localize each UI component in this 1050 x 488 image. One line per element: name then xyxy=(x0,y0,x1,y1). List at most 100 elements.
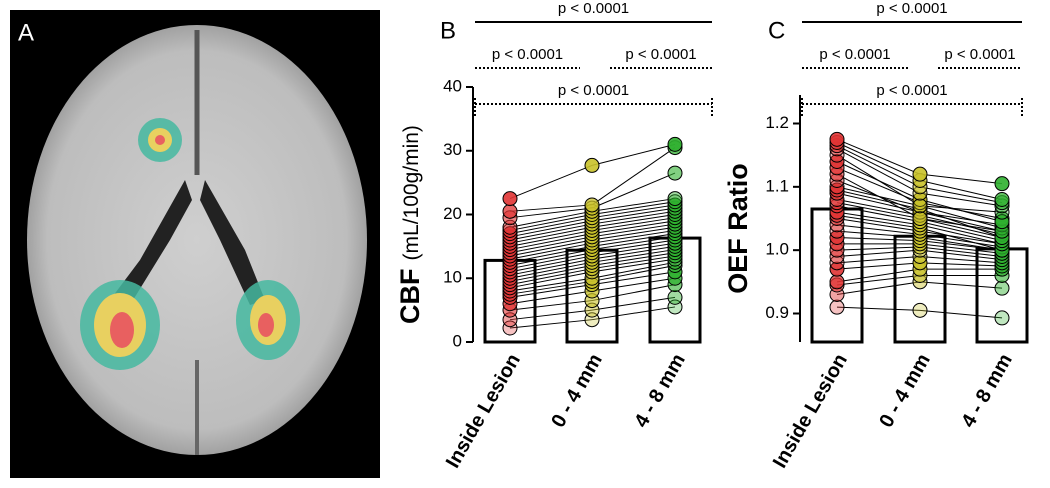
pair-line xyxy=(591,217,676,231)
mri-panel: A xyxy=(10,10,380,478)
pair-line xyxy=(919,249,1003,261)
significance-label: p < 0.0001 xyxy=(492,46,563,63)
pair-line xyxy=(591,201,676,215)
pair-line xyxy=(591,210,676,225)
significance-label: p < 0.0001 xyxy=(944,46,1015,63)
significance-label: p < 0.0001 xyxy=(558,82,629,99)
pair-line xyxy=(509,258,593,276)
pair-line xyxy=(836,138,921,175)
pair-line xyxy=(591,229,676,244)
pair-line xyxy=(591,271,676,286)
significance-label: p < 0.0001 xyxy=(876,0,947,17)
pair-line xyxy=(591,198,676,212)
data-point xyxy=(912,198,928,214)
pair-line xyxy=(836,224,921,235)
pair-line xyxy=(836,199,921,216)
significance-label: p < 0.0001 xyxy=(558,0,629,17)
pair-line xyxy=(591,143,676,166)
pair-line xyxy=(509,284,593,298)
pair-line xyxy=(919,309,1003,319)
data-point xyxy=(912,302,928,318)
lesion xyxy=(155,135,165,145)
pair-line xyxy=(591,236,676,251)
pair-line xyxy=(919,186,1003,204)
data-point xyxy=(667,289,683,305)
data-point xyxy=(502,226,518,242)
pair-line xyxy=(919,221,1003,242)
pair-line xyxy=(836,275,921,286)
pair-line xyxy=(836,154,921,207)
pair-line xyxy=(509,309,593,321)
pair-line xyxy=(509,214,593,231)
y-axis-label: CBF (mL/100g/min) xyxy=(395,125,425,324)
y-tick-label: 10 xyxy=(443,268,462,287)
pair-line xyxy=(509,255,593,273)
lesion xyxy=(258,313,274,337)
significance-label: p < 0.0001 xyxy=(876,82,947,99)
pair-line xyxy=(919,224,1003,245)
data-point xyxy=(584,157,600,173)
pair-line xyxy=(509,300,593,311)
pair-line xyxy=(509,204,593,212)
pair-line xyxy=(509,245,593,263)
panel-label: B xyxy=(440,17,456,44)
pair-line xyxy=(509,239,593,257)
pair-line xyxy=(591,255,676,270)
pair-line xyxy=(836,173,921,219)
pair-line xyxy=(509,271,593,289)
panel-label: C xyxy=(768,17,785,44)
pair-line xyxy=(591,207,676,222)
x-tick-label: 0 - 4 mm xyxy=(547,350,607,431)
pair-line xyxy=(836,237,921,242)
y-axis-label: OEF Ratio xyxy=(723,163,753,294)
pair-line xyxy=(919,205,1003,229)
pair-line xyxy=(591,204,676,219)
pair-line xyxy=(509,242,593,260)
pair-line xyxy=(591,245,676,260)
data-point xyxy=(994,280,1010,296)
pair-line xyxy=(509,290,593,305)
pair-line xyxy=(509,220,593,238)
data-point xyxy=(584,197,600,213)
pair-line xyxy=(919,211,1003,232)
pair-line xyxy=(919,205,1003,213)
pair-line xyxy=(919,246,1003,257)
x-tick-label: 4 - 8 mm xyxy=(957,350,1017,431)
ventricle xyxy=(200,180,265,305)
data-point xyxy=(912,166,928,182)
pair-line xyxy=(509,217,593,235)
data-point xyxy=(667,136,683,152)
pair-line xyxy=(591,226,676,241)
y-tick-label: 0 xyxy=(453,331,462,350)
pair-line xyxy=(836,281,921,295)
data-point xyxy=(667,191,683,207)
pair-line xyxy=(509,268,593,286)
pair-line xyxy=(836,211,921,226)
pair-line xyxy=(836,142,921,181)
pair-line xyxy=(509,226,593,244)
pair-line xyxy=(509,265,593,282)
pair-line xyxy=(591,220,676,235)
y-label-unit: (mL/100g/min) xyxy=(400,125,423,260)
pair-line xyxy=(919,230,1003,245)
pair-line xyxy=(836,268,921,283)
pair-line xyxy=(919,211,1003,226)
pair-line xyxy=(836,148,921,194)
pair-line xyxy=(919,199,1003,223)
pair-line xyxy=(836,202,921,219)
pair-line xyxy=(919,243,1003,254)
pair-line xyxy=(591,249,676,263)
pair-line xyxy=(591,296,676,311)
pair-line xyxy=(836,249,921,257)
data-point xyxy=(829,261,845,277)
pair-line xyxy=(836,306,921,311)
pair-line xyxy=(591,172,676,209)
data-point xyxy=(829,299,845,315)
pair-line xyxy=(919,192,1003,207)
pair-line xyxy=(591,258,676,273)
pair-line xyxy=(509,249,593,266)
pair-line xyxy=(591,252,676,266)
y-tick-label: 20 xyxy=(443,204,462,223)
pair-line xyxy=(591,265,676,282)
